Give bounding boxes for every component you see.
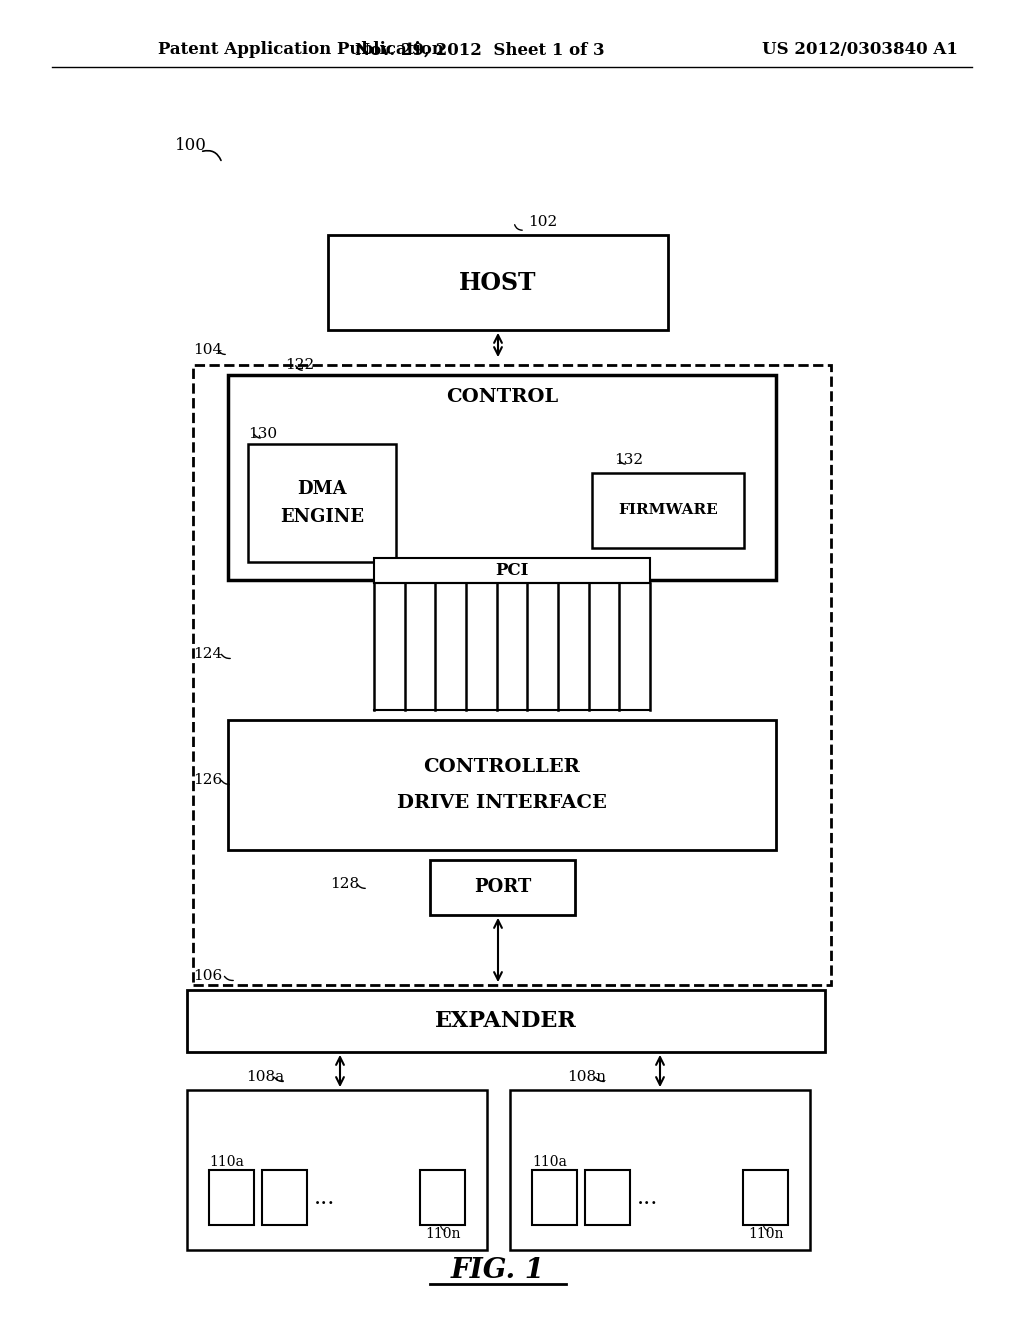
Text: 106: 106 xyxy=(193,969,222,983)
Text: FIG. 1: FIG. 1 xyxy=(451,1257,545,1283)
Text: EXPANDER: EXPANDER xyxy=(435,1010,577,1032)
Text: 110n: 110n xyxy=(425,1228,461,1241)
Bar xyxy=(430,861,575,915)
Text: US 2012/0303840 A1: US 2012/0303840 A1 xyxy=(762,41,957,58)
Bar xyxy=(187,990,825,1052)
Text: 126: 126 xyxy=(193,774,222,787)
Bar xyxy=(532,1170,577,1225)
Text: 122: 122 xyxy=(285,358,314,372)
Text: HOST: HOST xyxy=(459,271,537,294)
Text: 100: 100 xyxy=(175,136,207,153)
Text: CONTROL: CONTROL xyxy=(445,388,558,407)
Bar xyxy=(193,366,831,985)
Text: 130: 130 xyxy=(248,426,278,441)
Bar xyxy=(187,1090,487,1250)
Text: 110a: 110a xyxy=(209,1155,244,1170)
Text: ...: ... xyxy=(314,1187,336,1209)
Text: 108a: 108a xyxy=(246,1071,284,1084)
Text: ENGINE: ENGINE xyxy=(280,508,364,525)
Bar xyxy=(328,235,668,330)
Bar xyxy=(374,558,650,583)
Bar xyxy=(209,1170,254,1225)
Text: 128: 128 xyxy=(330,876,359,891)
Bar xyxy=(228,375,776,579)
Bar xyxy=(420,1170,465,1225)
Bar xyxy=(228,719,776,850)
Text: DRIVE INTERFACE: DRIVE INTERFACE xyxy=(397,795,607,812)
Text: PORT: PORT xyxy=(474,879,531,896)
Bar xyxy=(248,444,396,562)
Text: 124: 124 xyxy=(193,647,222,661)
Bar xyxy=(262,1170,307,1225)
Bar xyxy=(585,1170,630,1225)
Text: ...: ... xyxy=(637,1187,658,1209)
Bar xyxy=(510,1090,810,1250)
Bar xyxy=(743,1170,788,1225)
Text: Patent Application Publication: Patent Application Publication xyxy=(158,41,443,58)
Text: 108n: 108n xyxy=(567,1071,606,1084)
Text: 102: 102 xyxy=(528,215,557,228)
Bar xyxy=(592,473,744,548)
Text: Nov. 29, 2012  Sheet 1 of 3: Nov. 29, 2012 Sheet 1 of 3 xyxy=(355,41,605,58)
Text: DMA: DMA xyxy=(297,480,347,498)
Text: 110n: 110n xyxy=(748,1228,783,1241)
Text: 132: 132 xyxy=(614,453,643,467)
Text: PCI: PCI xyxy=(496,562,528,579)
Text: FIRMWARE: FIRMWARE xyxy=(618,503,718,517)
Text: CONTROLLER: CONTROLLER xyxy=(424,758,581,776)
Text: 104: 104 xyxy=(193,343,222,356)
Text: 110a: 110a xyxy=(532,1155,567,1170)
